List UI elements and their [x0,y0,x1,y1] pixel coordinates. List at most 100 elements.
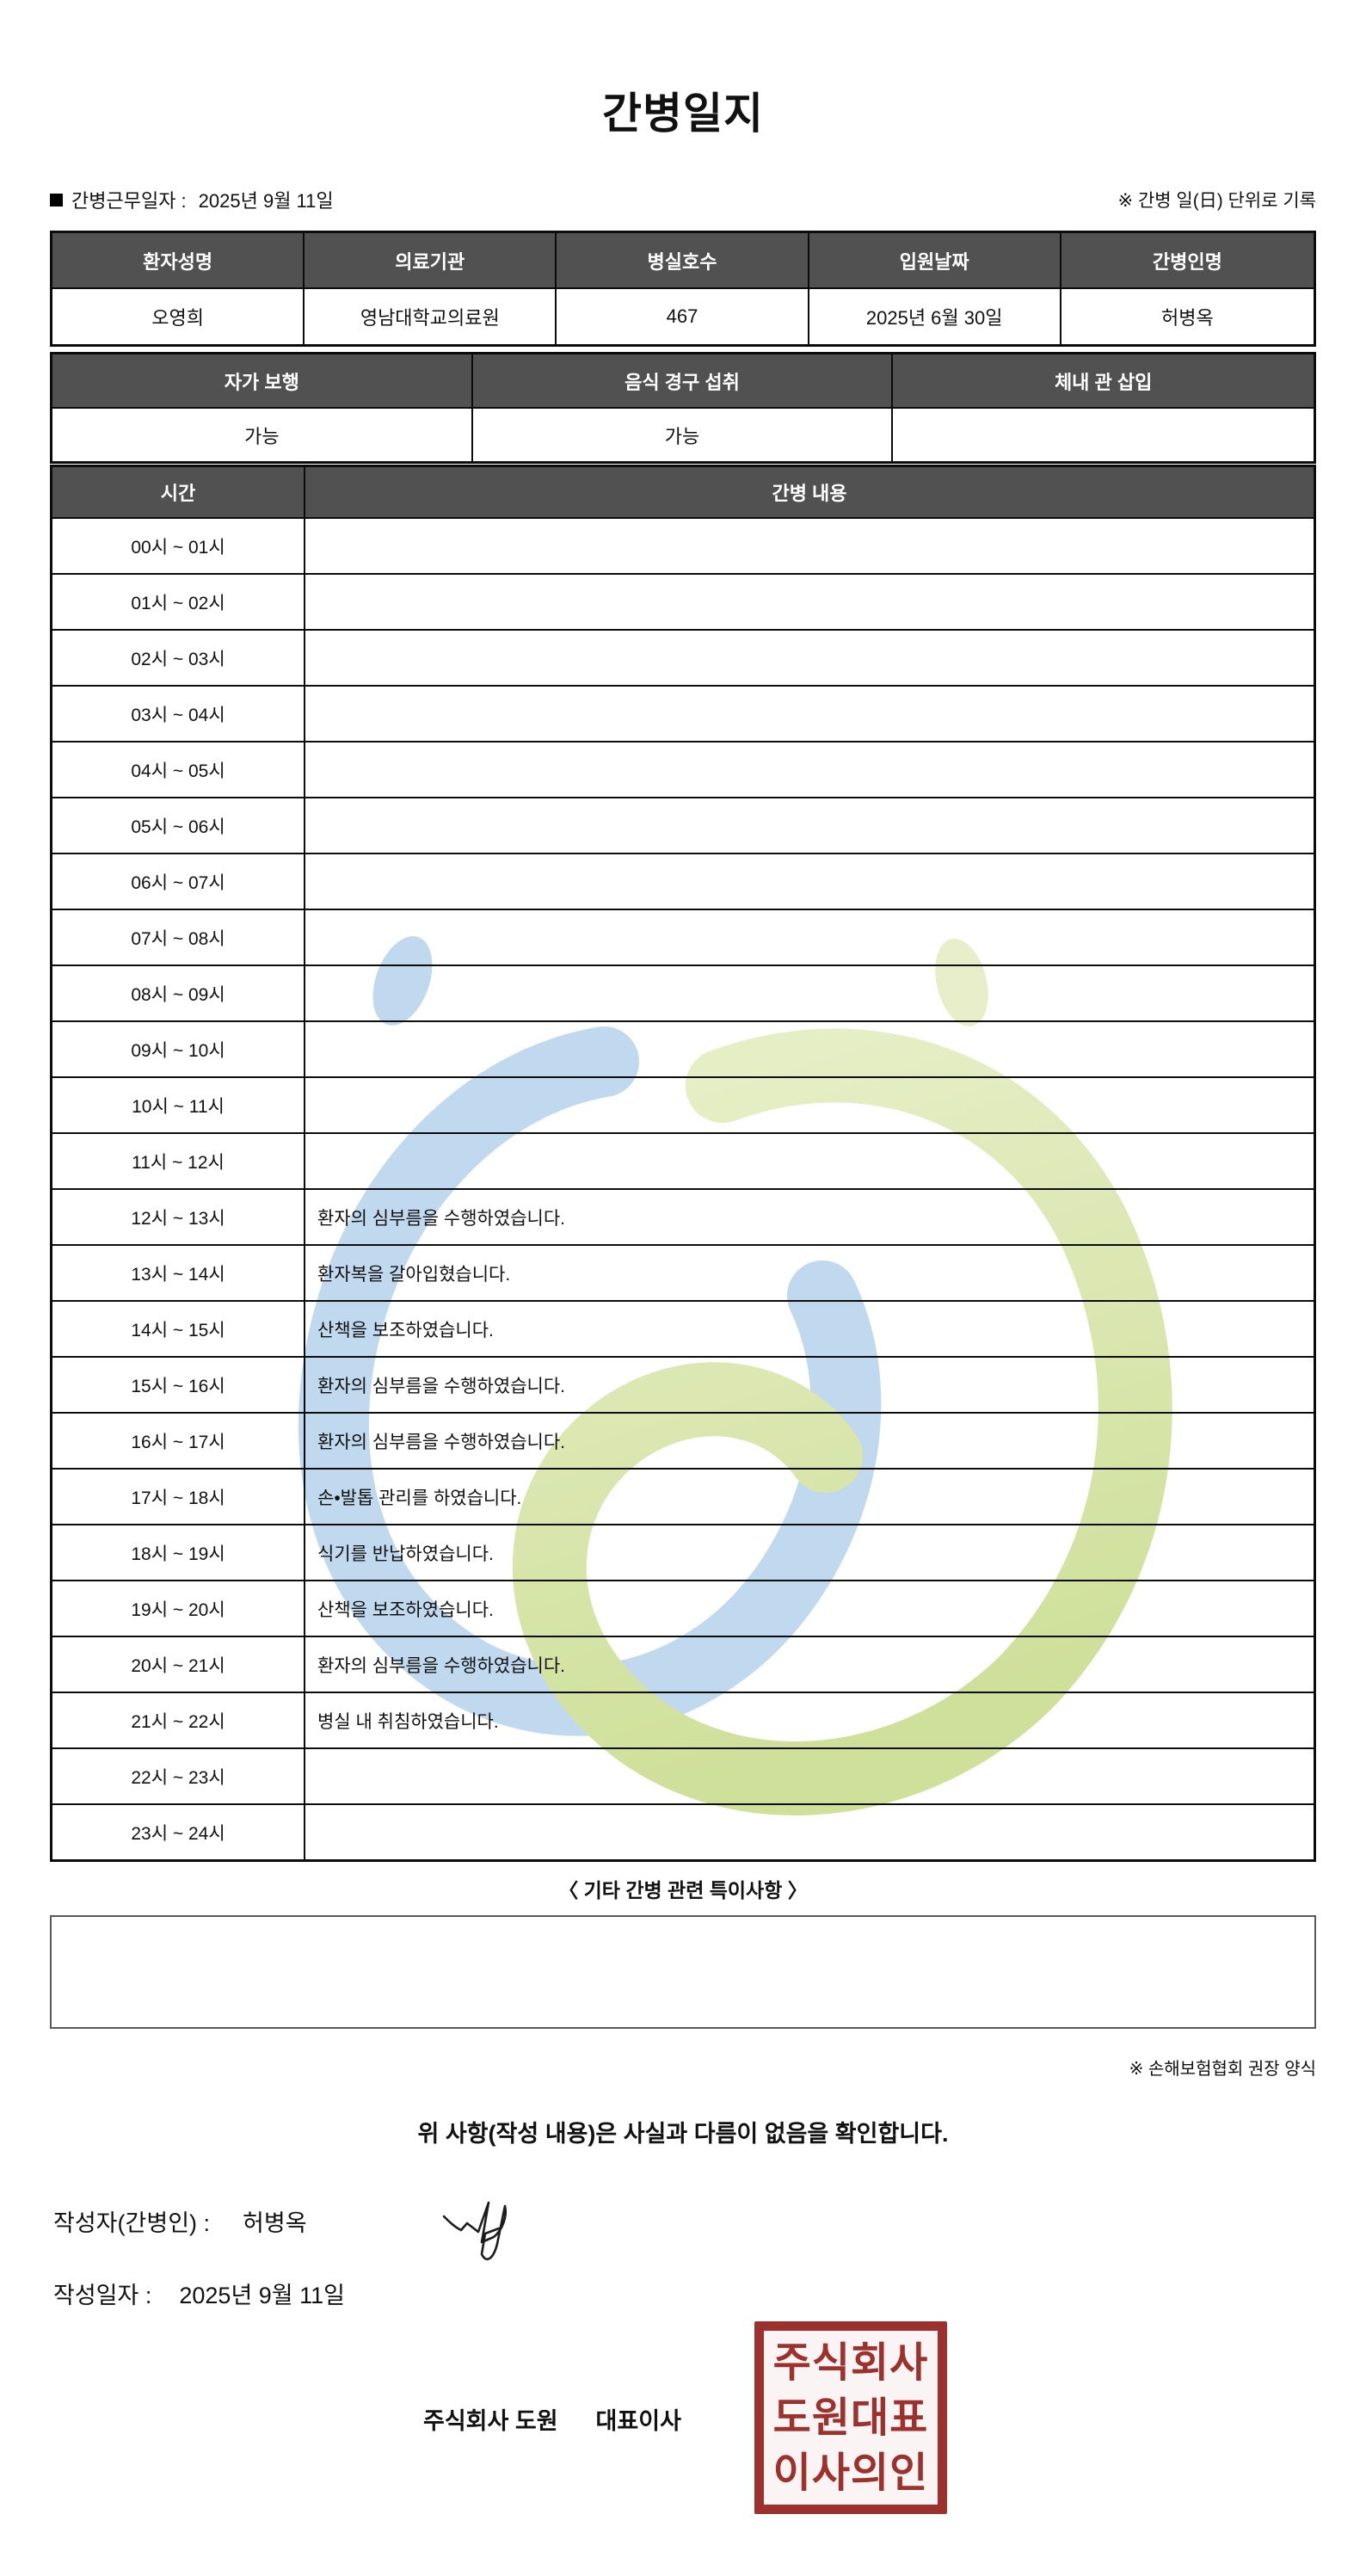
signature-scribble [442,2201,508,2260]
care-log-row: 01시 ~ 02시 [52,573,1314,629]
care-content [305,910,1314,964]
care-log-row: 21시 ~ 22시 병실 내 취침하였습니다. [52,1692,1314,1747]
care-content: 환자의 심부름을 수행하였습니다. [317,1208,565,1229]
care-log-row: 22시 ~ 23시 [52,1747,1314,1803]
care-content: 식기를 반납하였습니다. [317,1544,494,1564]
care-content: 환자의 심부름을 수행하였습니다. [317,1432,565,1452]
content-column-header: 간병 내용 [305,467,1314,517]
care-content: 환자의 심부름을 수행하였습니다. [317,1655,565,1676]
care-content [305,1749,1314,1803]
care-content: 환자의 심부름을 수행하였습니다. [317,1376,565,1396]
corporate-seal-stamp: 주식회사 도원대표 이사의인 [754,2321,947,2514]
time-range: 06시 ~ 07시 [52,854,305,909]
care-log-row: 03시 ~ 04시 [52,685,1314,741]
stamp-line: 도원대표 [772,2395,929,2441]
room-number: 467 [557,289,809,344]
care-log-row: 19시 ~ 20시 산책을 보조하였습니다. [52,1580,1314,1636]
company-name: 주식회사 도원 [423,2408,558,2434]
care-log-header-row: 시간 간병 내용 [52,467,1314,517]
care-content [305,687,1314,741]
care-content: 환자복을 갈아입혔습니다. [317,1264,511,1285]
care-content [305,743,1314,797]
care-log-row: 20시 ~ 21시 환자의 심부름을 수행하였습니다. [52,1636,1314,1692]
care-log-row: 07시 ~ 08시 [52,909,1314,964]
care-log-row: 16시 ~ 17시 환자의 심부름을 수행하였습니다. [52,1412,1314,1468]
care-log-row: 13시 ~ 14시 환자복을 갈아입혔습니다. [52,1244,1314,1300]
self-walking-value: 가능 [52,409,473,461]
care-log-row: 14시 ~ 15시 산책을 보조하였습니다. [52,1300,1314,1356]
care-log-row: 11시 ~ 12시 [52,1132,1314,1188]
page-title: 간병일지 [602,89,764,138]
column-header: 자가 보행 [52,354,473,407]
care-content [305,1805,1314,1859]
internal-tube-value [893,409,1314,461]
patient-info-header-row: 환자성명 의료기관 병실호수 입원날짜 간병인명 [52,233,1314,287]
care-log-row: 17시 ~ 18시 손•발톱 관리를 하였습니다. [52,1468,1314,1524]
care-content [305,798,1314,853]
column-header: 체내 관 삽입 [893,354,1314,407]
column-header: 간병인명 [1061,233,1314,287]
care-log-row: 09시 ~ 10시 [52,1020,1314,1076]
time-range: 02시 ~ 03시 [52,631,305,685]
care-log-table: 시간 간병 내용 00시 ~ 01시 01시 ~ 02시 02시 ~ 03시 0… [50,465,1316,1862]
work-date-label: 간병근무일자 : [71,190,187,212]
care-content [305,631,1314,685]
care-log-row: 15시 ~ 16시 환자의 심부름을 수행하였습니다. [52,1356,1314,1412]
admission-date: 2025년 6월 30일 [809,289,1061,344]
notes-box [50,1915,1316,2029]
care-log-row: 23시 ~ 24시 [52,1803,1314,1859]
care-content: 손•발톱 관리를 하였습니다. [317,1488,522,1508]
care-log-row: 18시 ~ 19시 식기를 반납하였습니다. [52,1524,1314,1580]
care-log-row: 12시 ~ 13시 환자의 심부름을 수행하였습니다. [52,1188,1314,1244]
patient-name: 오영희 [52,289,305,344]
status-header-row: 자가 보행 음식 경구 섭취 체내 관 삽입 [52,354,1314,407]
time-range: 07시 ~ 08시 [52,910,305,964]
time-range: 05시 ~ 06시 [52,798,305,853]
time-range: 19시 ~ 20시 [52,1581,305,1636]
care-content [305,966,1314,1020]
ceo-title: 대표이사 [595,2408,681,2434]
care-content [305,854,1314,909]
patient-status-table: 자가 보행 음식 경구 섭취 체내 관 삽입 가능 가능 [50,352,1316,464]
confirmation-statement: 위 사항(작성 내용)은 사실과 다름이 없음을 확인합니다. [417,2121,949,2147]
care-content [305,575,1314,629]
care-content [305,1022,1314,1076]
bullet-square-icon [50,193,63,206]
written-date-value: 2025년 9월 11일 [179,2283,346,2308]
column-header: 음식 경구 섭취 [472,354,894,407]
time-range: 01시 ~ 02시 [52,575,305,629]
care-log-row: 05시 ~ 06시 [52,797,1314,853]
time-range: 12시 ~ 13시 [52,1190,305,1244]
care-log-row: 04시 ~ 05시 [52,741,1314,797]
care-content [305,1134,1314,1188]
care-content: 산책을 보조하였습니다. [317,1320,494,1340]
written-date-line: 작성일자 : 2025년 9월 11일 [53,2277,345,2310]
column-header: 의료기관 [305,233,557,287]
work-date-value: 2025년 9월 11일 [198,190,334,212]
notes-section-title: 〈 기타 간병 관련 특이사항 〉 [558,1879,808,1901]
writer-label: 작성자(간병인) : [53,2210,211,2236]
time-range: 09시 ~ 10시 [52,1022,305,1076]
time-range: 21시 ~ 22시 [52,1693,305,1747]
time-range: 18시 ~ 19시 [52,1525,305,1580]
time-column-header: 시간 [52,467,305,517]
form-note: ※ 손해보험협회 권장 양식 [1129,2060,1316,2079]
work-date: 간병근무일자 : 2025년 9월 11일 [50,186,334,213]
time-range: 13시 ~ 14시 [52,1246,305,1300]
written-date-label: 작성일자 : [53,2283,152,2308]
time-range: 17시 ~ 18시 [52,1470,305,1524]
writer-name: 허병옥 [243,2210,307,2236]
care-content [305,1078,1314,1132]
care-content [305,519,1314,573]
care-content: 병실 내 취침하였습니다. [317,1711,499,1732]
time-range: 00시 ~ 01시 [52,519,305,573]
stamp-line: 주식회사 [772,2340,929,2386]
care-log-row: 10시 ~ 11시 [52,1076,1314,1132]
caregiver-name: 허병옥 [1161,307,1214,329]
status-value-row: 가능 가능 [52,407,1314,461]
time-range: 16시 ~ 17시 [52,1414,305,1468]
stamp-line: 이사의인 [772,2450,929,2496]
care-log-row: 06시 ~ 07시 [52,853,1314,909]
time-range: 23시 ~ 24시 [52,1805,305,1859]
time-range: 22시 ~ 23시 [52,1749,305,1803]
